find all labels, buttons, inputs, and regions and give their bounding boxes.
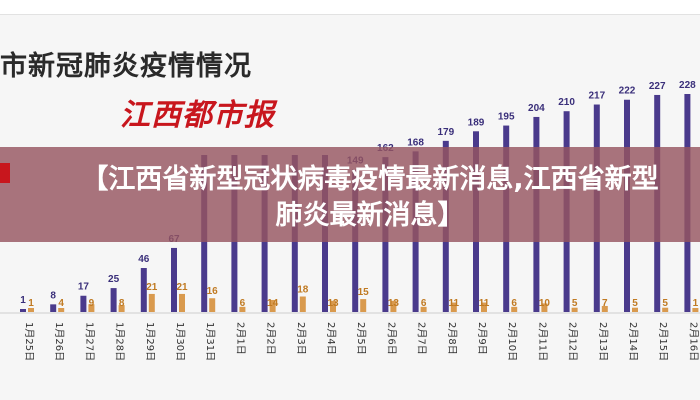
tick-6: 1月31日 [204,322,216,361]
newspaper-logo: 江西都市报 [120,98,275,133]
bar-other-1 [58,308,65,312]
tick-13: 2月7日 [416,322,428,355]
bar-other-17 [541,303,548,312]
tick-16: 2月10日 [506,322,518,361]
label-other-22: 1 [693,298,699,309]
bar-other-5 [179,293,185,312]
banner-headline: 【江西省新型冠状病毒疫情最新消息,江西省新型肺炎最新消息】 [81,164,659,231]
tick-22: 2月16日 [687,322,699,361]
label-other-2: 9 [89,298,95,309]
bar-other-7 [239,306,246,312]
tick-8: 2月2日 [265,322,277,355]
bar-other-20 [632,307,638,312]
tick-0: 1月25日 [23,322,35,361]
bar-new-4 [140,268,147,312]
label-other-3: 8 [119,298,125,309]
label-other-20: 5 [632,298,638,309]
chart-title: 市新冠肺炎疫情情况 [0,51,252,82]
label-other-13: 6 [421,298,427,309]
bar-other-14 [450,302,457,312]
tick-7: 2月1日 [234,322,246,355]
label-other-7: 6 [240,298,246,309]
label-new-15: 189 [468,117,485,128]
bar-other-15 [481,302,487,312]
tick-17: 2月11日 [536,322,548,361]
bar-new-0 [20,309,26,312]
tick-9: 2月3日 [295,322,307,355]
bar-other-3 [118,305,125,312]
bar-other-10 [330,300,336,312]
label-new-22: 228 [679,80,696,91]
tick-2: 1月27日 [83,322,95,361]
tick-3: 1月28日 [114,322,126,361]
banner-marker [0,163,10,183]
label-other-9: 18 [297,285,309,296]
bar-other-18 [571,307,578,312]
tick-1: 1月26日 [53,322,65,361]
bar-other-8 [269,299,276,312]
label-other-6: 16 [207,286,219,297]
bar-other-11 [360,299,367,312]
label-other-19: 7 [602,298,608,309]
label-new-3: 25 [108,274,120,285]
label-other-15: 11 [479,298,490,309]
bar-other-21 [662,307,669,312]
label-other-11: 15 [358,287,370,298]
label-other-17: 10 [539,298,551,309]
bar-new-1 [50,304,57,312]
bar-other-0 [28,308,34,312]
top-bar [0,0,700,15]
bar-other-19 [601,305,608,312]
bar-new-3 [110,288,117,312]
label-other-18: 5 [572,298,578,309]
label-new-21: 227 [649,81,666,92]
label-other-0: 1 [28,298,34,309]
bar-new-2 [80,295,87,312]
label-other-14: 11 [449,298,460,309]
title-banner [0,147,700,242]
bar-other-13 [420,306,427,312]
label-new-16: 195 [498,112,515,123]
label-new-1: 8 [50,290,56,301]
bar-other-4 [148,293,155,312]
label-new-0: 1 [20,295,26,306]
label-new-18: 210 [558,97,575,108]
label-other-16: 6 [511,298,517,309]
bar-new-5 [171,247,177,312]
bar-other-22 [692,308,699,312]
bar-other-2 [88,304,95,312]
label-other-5: 21 [176,282,188,293]
label-other-1: 4 [58,298,64,309]
label-new-20: 222 [619,86,636,97]
label-other-21: 5 [662,298,668,309]
label-new-4: 46 [138,254,150,265]
tick-21: 2月15日 [657,322,669,361]
tick-20: 2月14日 [627,322,639,361]
label-other-10: 13 [327,298,339,309]
label-other-12: 13 [388,298,400,309]
tick-5: 1月30日 [174,322,186,361]
tick-10: 2月4日 [325,322,337,355]
tick-12: 2月6日 [385,322,397,355]
label-new-19: 217 [588,91,605,102]
bar-other-9 [299,296,306,312]
label-new-13: 168 [407,137,424,148]
tick-19: 2月13日 [597,322,609,361]
value-labels-layer: 1184179258462167211661418131491516213168… [20,80,698,309]
tick-14: 2月8日 [446,322,458,355]
tick-4: 1月29日 [144,322,156,361]
tick-18: 2月12日 [567,322,579,361]
bar-other-12 [390,300,397,312]
x-tick-labels-layer: 1月25日 1月26日 1月27日 1月28日 1月29日 1月30日 1月31日 2月1日 2… [23,322,699,361]
label-other-8: 14 [267,298,279,309]
label-other-4: 21 [146,282,158,293]
bar-other-16 [511,306,518,312]
label-new-14: 179 [437,127,454,138]
label-new-2: 17 [78,282,90,293]
tick-11: 2月5日 [355,322,367,355]
bar-other-6 [209,298,216,312]
tick-15: 2月9日 [476,322,488,355]
label-new-17: 204 [528,103,545,114]
